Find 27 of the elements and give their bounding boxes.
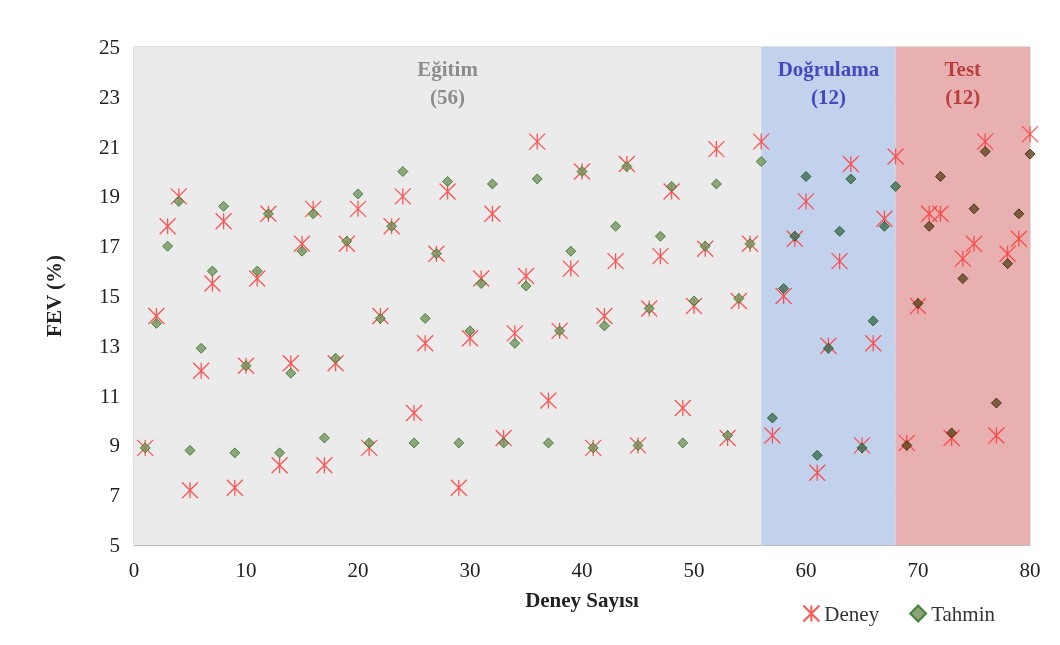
band-label: Doğrulama (12) xyxy=(777,57,880,109)
y-tick-label: 9 xyxy=(109,433,120,458)
x-tick-label: 80 xyxy=(1019,557,1041,582)
x-tick-label: 20 xyxy=(347,557,369,582)
y-tick-label: 13 xyxy=(99,333,120,358)
legend-label: Tahmin xyxy=(931,601,996,626)
y-tick-label: 11 xyxy=(99,383,120,408)
x-tick-label: 30 xyxy=(459,557,481,582)
band-label: Eğitim (56) xyxy=(417,57,479,109)
x-tick-label: 70 xyxy=(907,557,929,582)
x-axis-title: Deney Sayısı xyxy=(525,587,640,612)
y-tick-label: 23 xyxy=(99,84,120,109)
x-tick-label: 0 xyxy=(128,557,140,582)
y-tick-label: 7 xyxy=(109,483,120,508)
y-tick-label: 5 xyxy=(109,533,120,557)
y-tick-label: 25 xyxy=(99,35,120,59)
y-axis-title: FEV (%) xyxy=(41,255,66,337)
x-tick-label: 10 xyxy=(235,557,257,582)
y-tick-label: 17 xyxy=(99,234,120,259)
x-tick-label: 40 xyxy=(571,557,593,582)
x-tick-label: 50 xyxy=(683,557,705,582)
band-label: Test (12) xyxy=(944,57,982,109)
legend-label: Deney xyxy=(824,601,880,626)
y-tick-label: 15 xyxy=(99,284,120,308)
y-tick-label: 21 xyxy=(99,134,120,159)
x-tick-label: 60 xyxy=(795,557,817,582)
y-tick-label: 19 xyxy=(99,184,120,209)
